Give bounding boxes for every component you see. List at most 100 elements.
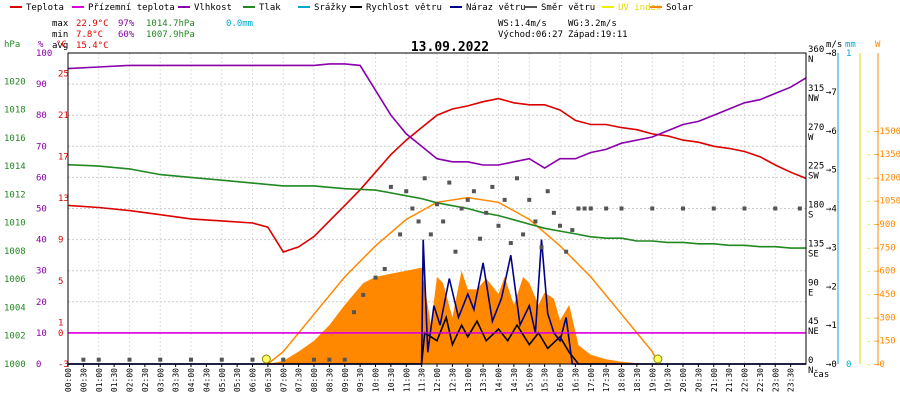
uv-tick-mark: -	[866, 290, 871, 300]
wind-direction-point	[496, 223, 501, 228]
wind-speed-tick-label: →5	[826, 166, 837, 176]
temperature_c-tick-label: 17	[58, 153, 69, 163]
legend-label-7: Směr větru	[541, 3, 595, 13]
x-tick-label: 23:30	[787, 368, 796, 392]
wind-direction-point	[471, 189, 476, 194]
x-tick-label: 12:30	[448, 368, 457, 392]
stats-min-humidity: 60%	[118, 30, 135, 40]
wind-direction-point	[189, 357, 193, 362]
x-axis-label: čas	[813, 369, 829, 380]
wind-direction-point	[588, 206, 593, 211]
uv-tick-mark: -	[866, 337, 871, 347]
wind-direction-point	[81, 357, 86, 362]
x-tick-label: 12:00	[433, 368, 442, 392]
wind-speed-tick-label: →6	[826, 127, 837, 137]
x-tick-label: 22:00	[741, 368, 750, 392]
x-tick-label: 13:00	[464, 368, 473, 392]
wind-direction-point	[533, 219, 538, 224]
uv-marker	[653, 354, 663, 364]
humidity_pct-tick-label: 0	[36, 360, 41, 370]
wind-direction-point	[416, 219, 421, 224]
wind-direction-point	[711, 206, 716, 211]
x-tick-label: 21:00	[710, 368, 719, 392]
wind-direction-point	[312, 357, 316, 362]
x-tick-label: 08:30	[325, 368, 334, 392]
wind-direction-point	[158, 357, 163, 362]
wind-direction-point	[410, 206, 415, 211]
uv-tick-mark: -	[866, 150, 871, 160]
x-tick-label: 20:00	[679, 368, 688, 392]
direction-compass-label: S	[808, 211, 813, 221]
temperature_c-tick-label: 25	[58, 70, 69, 80]
rain-unit-label: mm	[845, 40, 856, 50]
x-tick-label: 19:00	[648, 368, 657, 392]
pressure_hpa-tick-label: 1000	[4, 360, 26, 370]
pressure_hpa-tick-label: 1014	[4, 162, 26, 172]
wind-speed-tick-label: →7	[826, 88, 837, 98]
wind-direction-point	[681, 206, 685, 211]
temperature_c-tick-label: 1	[58, 319, 63, 329]
wind-direction-point	[539, 245, 544, 250]
wind-direction-point	[361, 292, 366, 297]
uv-tick-mark: -	[866, 360, 871, 370]
direction-compass-label: N	[808, 55, 813, 65]
wind-direction-point	[576, 206, 581, 211]
sunset-time: Západ:19:11	[568, 30, 628, 40]
x-tick-label: 17:00	[587, 368, 596, 392]
x-tick-label: 20:30	[694, 368, 703, 392]
series-line-tlak	[67, 163, 806, 249]
temperature_c-tick-label: 13	[58, 194, 69, 204]
wind-direction-point	[564, 249, 569, 254]
stats-max-label: max	[52, 19, 69, 29]
x-tick-label: 13:30	[479, 368, 488, 392]
rain-tick-label: 1	[846, 49, 851, 59]
wind-direction-point	[508, 241, 513, 246]
wind-speed-tick-label: →3	[826, 243, 837, 253]
x-tick-label: 06:00	[249, 368, 258, 392]
wind-direction-point	[327, 357, 332, 362]
solar-tick-label: →600	[874, 267, 896, 277]
humidity_pct-tick-label: 60	[36, 173, 47, 183]
x-tick-label: 09:00	[341, 368, 350, 392]
x-axis-ticks: 00:00 00:30 01:00 01:30 02:00 02:30 03:00 03:30…	[64, 364, 796, 392]
series-line-n-raz-v-tru	[68, 239, 806, 365]
stats-max-pressure: 1014.7hPa	[146, 19, 195, 29]
x-tick-label: 05:00	[218, 368, 227, 392]
humidity_pct-tick-label: 100	[36, 49, 52, 59]
wind-direction-point	[398, 232, 403, 237]
x-tick-label: 03:30	[172, 368, 181, 392]
wind-direction-point	[422, 176, 427, 181]
wind-speed-stat: WS:1.4m/s	[498, 19, 547, 29]
wind-direction-point	[478, 236, 483, 241]
pressure_hpa-tick-label: 1002	[4, 332, 26, 342]
legend-label-2: Vlhkost	[194, 3, 232, 13]
direction-compass-label: E	[808, 288, 813, 298]
wind-direction-point	[250, 357, 255, 362]
wind-speed-tick-label: →4	[826, 205, 837, 215]
solar-max-curve	[267, 196, 660, 365]
wind-direction-point	[459, 206, 464, 211]
x-tick-label: 17:30	[602, 368, 611, 392]
direction-tick-label: 225	[808, 162, 824, 172]
wind-direction-point	[551, 210, 556, 215]
pressure_hpa-tick-label: 1004	[4, 303, 26, 313]
humidity_pct-tick-label: 90	[36, 80, 47, 90]
temperature-unit-label: °C	[56, 40, 67, 50]
x-tick-label: 05:30	[233, 368, 242, 392]
x-tick-label: 08:00	[310, 368, 319, 392]
solar-unit-label: W	[875, 40, 881, 50]
humidity-unit-label: %	[38, 40, 44, 50]
wind-direction-point	[545, 189, 550, 194]
wind-direction-point	[388, 184, 393, 189]
wind-direction-point	[219, 357, 224, 362]
wind-direction-point	[96, 357, 101, 362]
x-tick-label: 23:00	[771, 368, 780, 392]
direction-compass-label: NE	[808, 327, 819, 337]
x-tick-label: 16:00	[556, 368, 565, 392]
x-tick-label: 01:00	[95, 368, 104, 392]
stats-block: max 22.9°C 97% 1014.7hPa 0.0mm min 7.8°C…	[52, 19, 253, 51]
temperature-zero-tick: 0	[58, 329, 63, 339]
uv-tick-mark: -	[866, 220, 871, 230]
pressure_hpa-tick-label: 1010	[4, 219, 26, 229]
